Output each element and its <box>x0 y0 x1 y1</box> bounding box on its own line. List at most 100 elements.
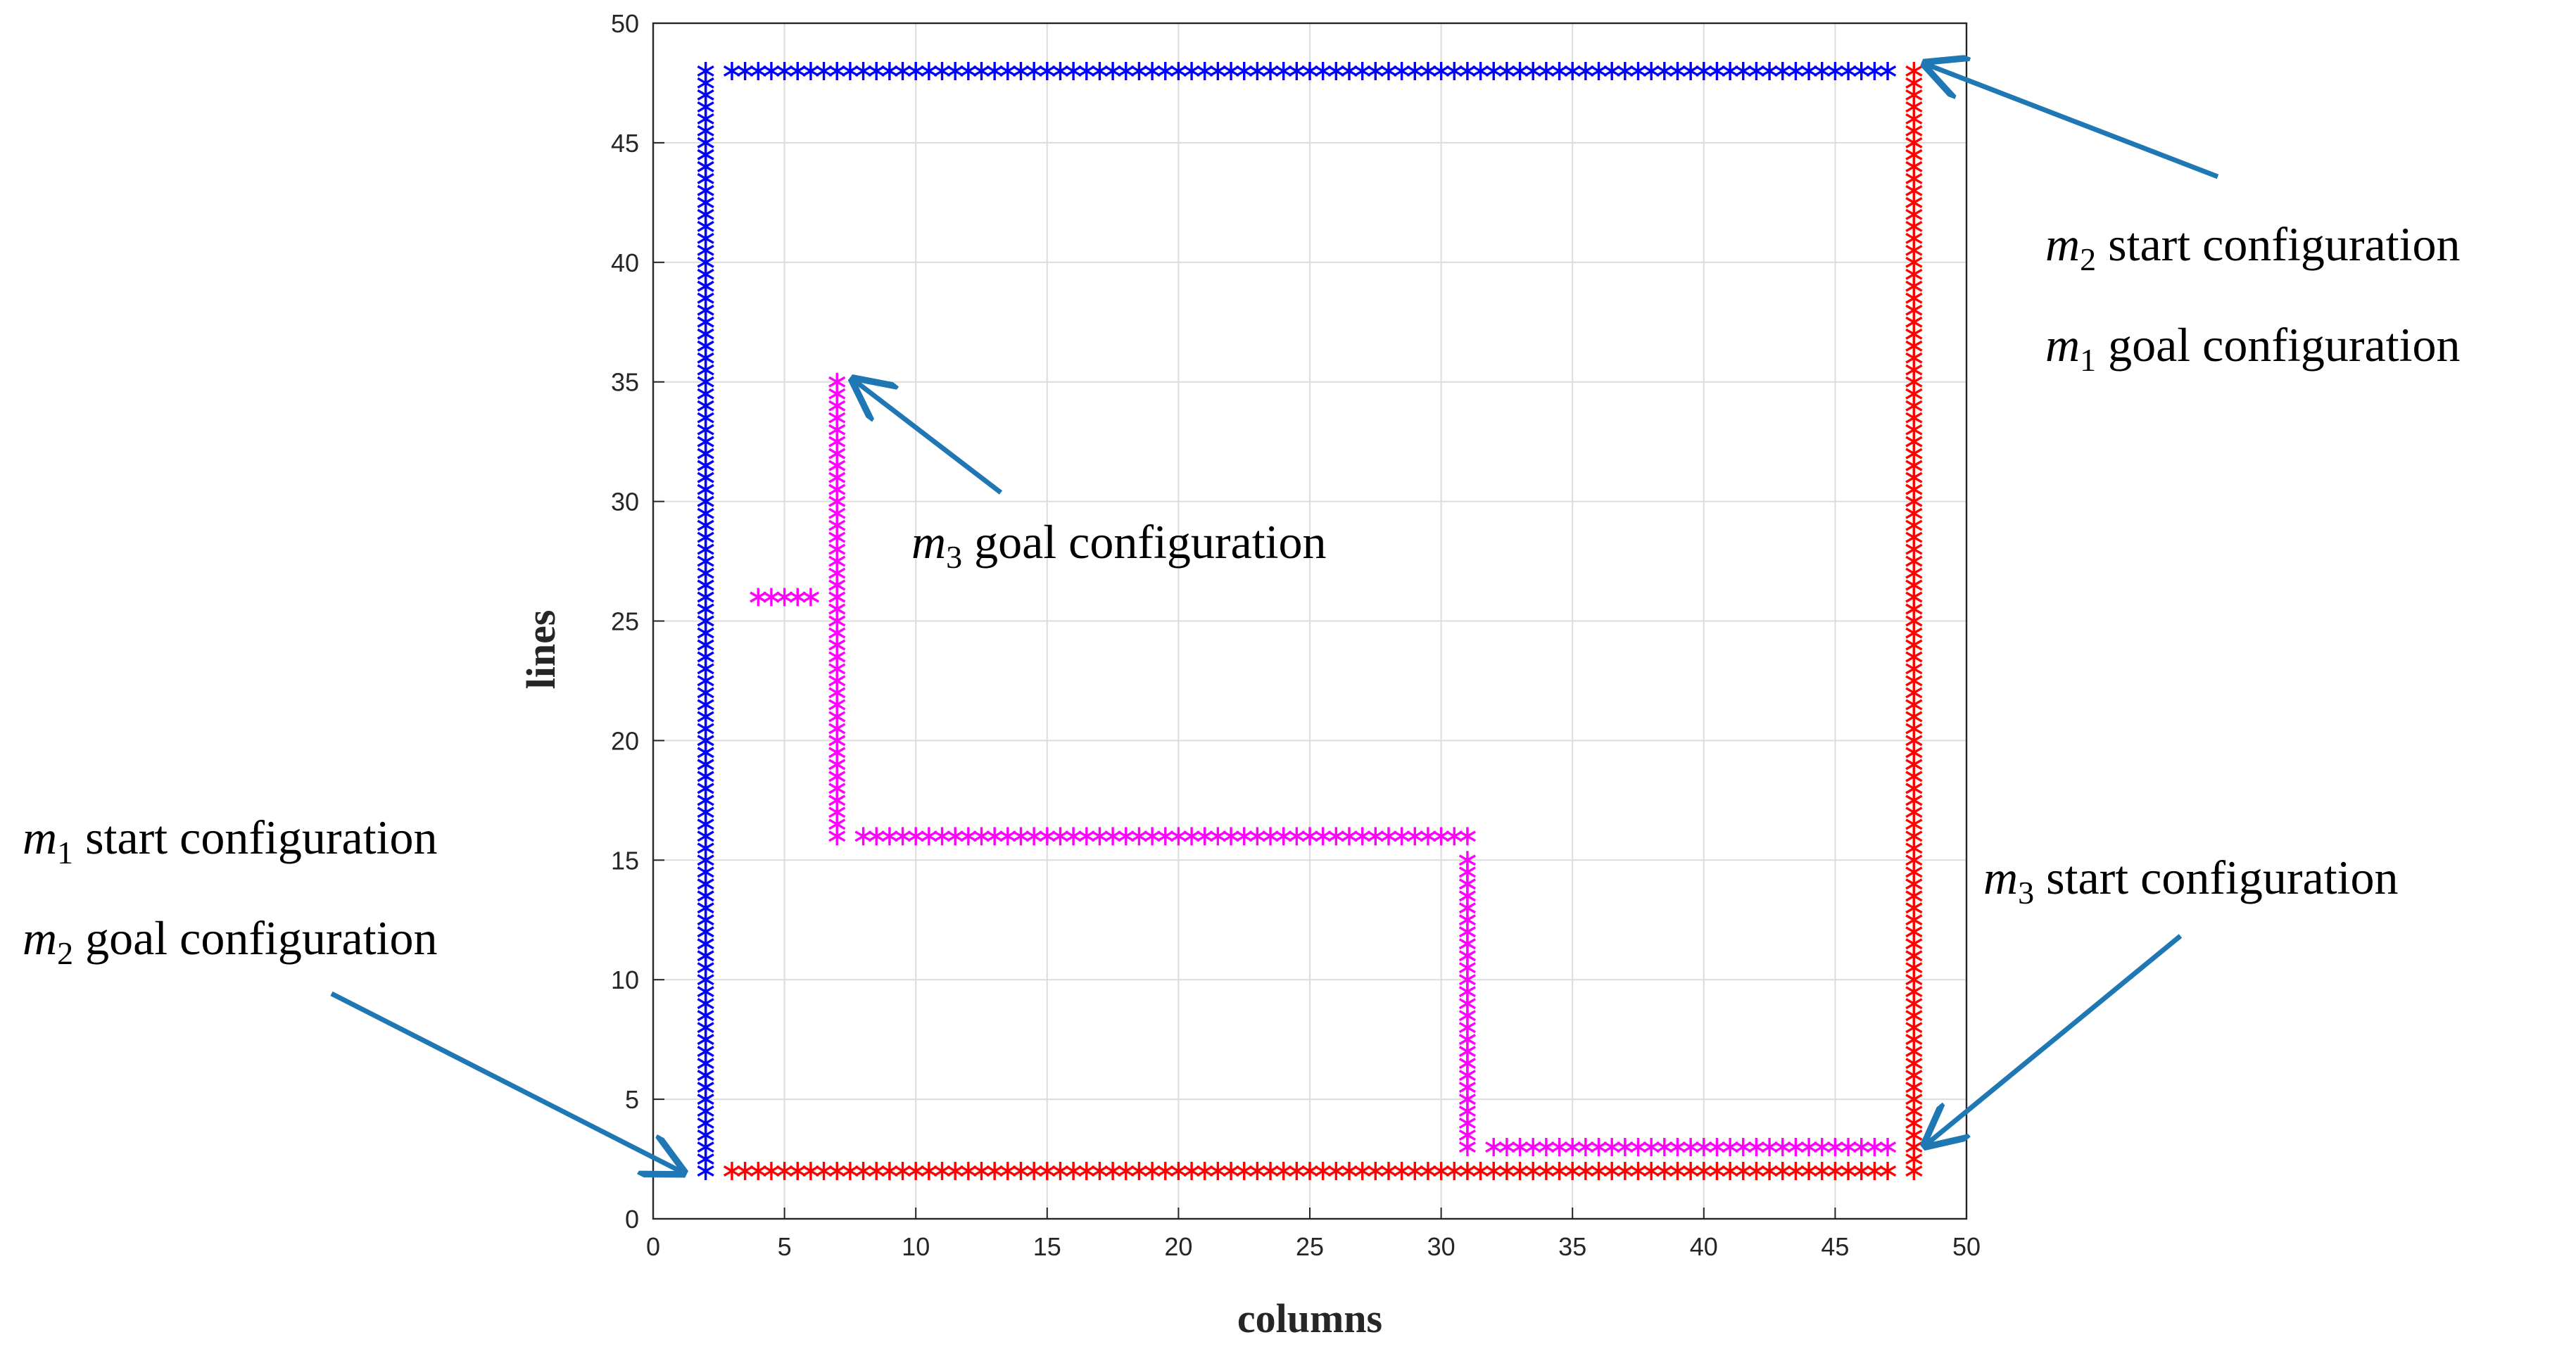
data-markers <box>697 61 1923 1181</box>
data-point <box>933 1162 951 1181</box>
data-point <box>1564 1162 1581 1181</box>
data-point <box>1393 1162 1410 1181</box>
data-point <box>776 61 793 80</box>
annotation-m2-start: m2 start configuration <box>2045 217 2461 277</box>
data-point <box>1722 1162 1739 1181</box>
data-point <box>907 61 925 80</box>
y-tick-label: 50 <box>611 9 639 38</box>
data-point <box>750 1162 767 1181</box>
data-point <box>1367 1162 1384 1181</box>
data-point <box>1419 827 1437 846</box>
data-point <box>1643 61 1660 80</box>
axis-ticks: 0 5 10 15 20 25 30 35 40 45 50 0 5 10 15 20 25 30 35 40 45 50 <box>611 9 1981 1261</box>
data-point <box>1012 827 1030 846</box>
data-point <box>1406 61 1424 80</box>
data-point <box>1091 61 1109 80</box>
data-point <box>1537 1138 1555 1157</box>
data-point <box>933 827 951 846</box>
data-point <box>1498 1138 1516 1157</box>
data-point <box>776 588 793 607</box>
data-point <box>723 61 741 80</box>
data-point <box>1537 61 1555 80</box>
data-point <box>1275 827 1292 846</box>
data-point <box>1629 61 1647 80</box>
data-point <box>1813 1162 1831 1181</box>
data-point <box>1393 61 1410 80</box>
data-point <box>1669 1138 1686 1157</box>
data-point <box>1143 827 1161 846</box>
data-point <box>1682 61 1700 80</box>
data-point <box>1261 61 1280 80</box>
x-tick-label: 50 <box>1952 1232 1981 1261</box>
data-point <box>1564 61 1581 80</box>
data-point <box>1182 1162 1201 1181</box>
data-point <box>697 61 714 80</box>
data-point <box>1156 61 1174 80</box>
data-point <box>1314 1162 1332 1181</box>
data-point <box>868 827 885 846</box>
data-point <box>1275 61 1292 80</box>
data-point <box>1879 61 1897 80</box>
data-point <box>933 61 951 80</box>
data-point <box>1826 61 1844 80</box>
data-point <box>1800 1138 1818 1157</box>
x-tick-label: 45 <box>1821 1232 1849 1261</box>
data-point <box>1708 61 1726 80</box>
data-point <box>1629 1138 1647 1157</box>
data-point <box>1839 1138 1857 1157</box>
data-point <box>1117 61 1135 80</box>
data-point <box>1432 1162 1450 1181</box>
data-point <box>1406 827 1424 846</box>
data-point <box>920 827 937 846</box>
data-point <box>1182 61 1201 80</box>
data-point <box>762 1162 781 1181</box>
data-point <box>1301 61 1319 80</box>
data-point <box>947 61 964 80</box>
data-point <box>802 588 820 607</box>
data-point <box>1682 1138 1700 1157</box>
y-tick-label: 20 <box>611 726 639 755</box>
data-point <box>1379 1162 1398 1181</box>
data-point <box>1379 61 1398 80</box>
x-tick-label: 35 <box>1558 1232 1586 1261</box>
data-point <box>1025 1162 1043 1181</box>
data-point <box>1367 61 1384 80</box>
annotation-m3-goal: m3 goal configuration <box>911 515 1327 575</box>
y-tick-label: 35 <box>611 368 639 397</box>
data-point <box>1025 61 1043 80</box>
data-point <box>1695 1162 1712 1181</box>
data-point <box>762 61 781 80</box>
data-point <box>1748 1138 1765 1157</box>
x-tick-label: 5 <box>778 1232 792 1261</box>
data-point <box>1458 827 1477 846</box>
data-point <box>1301 1162 1319 1181</box>
data-point <box>1655 61 1673 80</box>
data-point <box>1590 1162 1608 1181</box>
data-point <box>1774 1138 1791 1157</box>
data-point <box>1458 61 1477 80</box>
data-point <box>1222 1162 1240 1181</box>
data-point <box>920 61 937 80</box>
data-point <box>1760 61 1779 80</box>
data-point <box>1852 1162 1870 1181</box>
data-point <box>1143 1162 1161 1181</box>
data-point <box>1235 61 1253 80</box>
data-point <box>1722 61 1739 80</box>
data-point <box>1905 61 1923 80</box>
data-point <box>947 827 964 846</box>
data-point <box>1196 827 1213 846</box>
data-point <box>959 1162 977 1181</box>
data-point <box>1524 61 1542 80</box>
data-point <box>1156 1162 1174 1181</box>
x-tick-label: 40 <box>1690 1232 1718 1261</box>
data-point <box>1774 1162 1791 1181</box>
data-point <box>920 1162 937 1181</box>
data-point <box>880 827 898 846</box>
data-point <box>1143 61 1161 80</box>
data-point <box>868 1162 885 1181</box>
data-point <box>1551 1162 1568 1181</box>
y-tick-label: 30 <box>611 488 639 517</box>
data-point <box>1156 827 1174 846</box>
data-point <box>1458 851 1477 870</box>
data-point <box>1353 827 1371 846</box>
